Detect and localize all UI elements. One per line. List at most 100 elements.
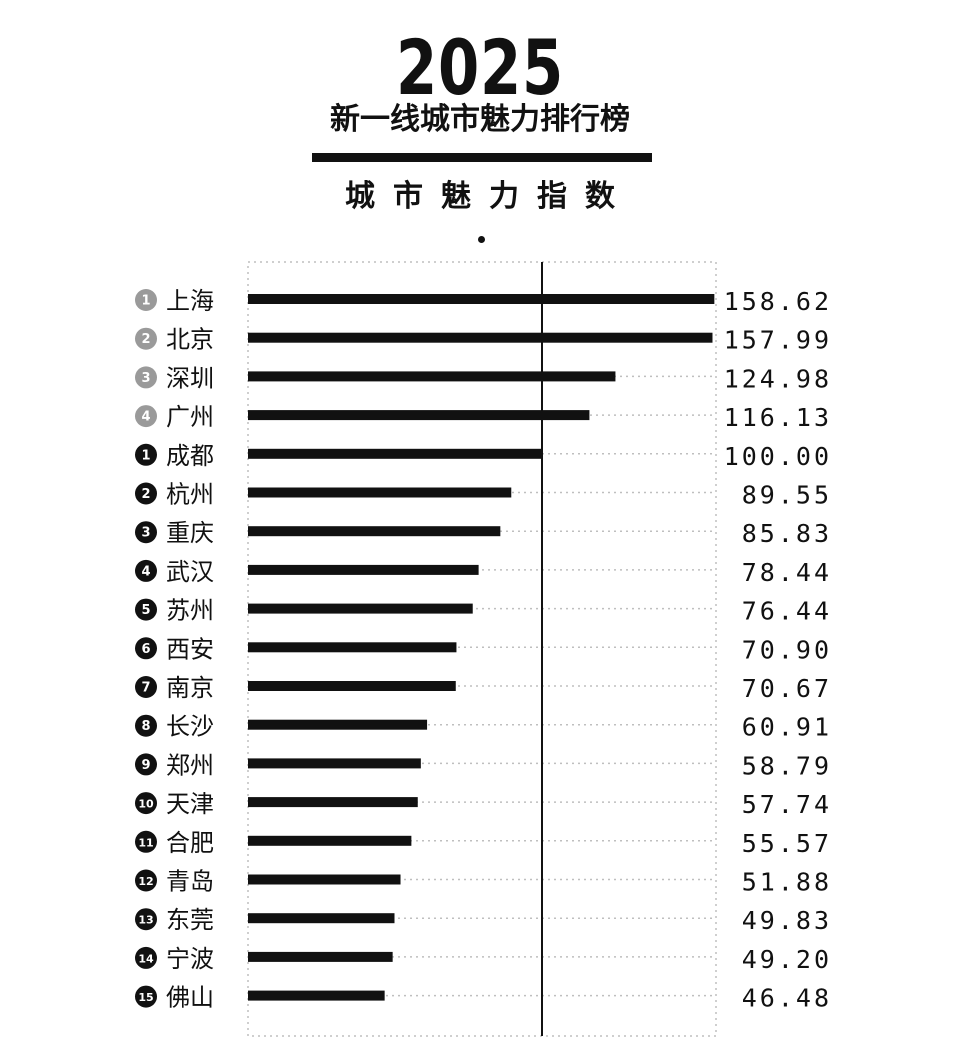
rank-badge — [135, 521, 157, 544]
rank-badge — [135, 443, 157, 466]
rank-number: 4 — [141, 564, 150, 579]
value-label: 49.20 — [742, 945, 832, 974]
rank-badge — [135, 637, 157, 660]
bar — [248, 719, 428, 730]
value-label: 55.57 — [742, 829, 832, 858]
city-label: 南京 — [166, 674, 214, 702]
city-label: 合肥 — [166, 829, 214, 857]
rank-number: 9 — [141, 758, 150, 773]
city-label: 上海 — [166, 287, 214, 315]
city-label: 武汉 — [166, 558, 214, 586]
city-label: 杭州 — [166, 481, 214, 509]
rank-number: 1 — [141, 294, 150, 309]
value-label: 58.79 — [742, 751, 832, 780]
bar — [248, 332, 713, 343]
city-label: 长沙 — [166, 713, 214, 741]
bar — [248, 448, 542, 459]
rank-number: 1 — [141, 448, 150, 463]
value-label: 100.00 — [724, 442, 832, 471]
value-label: 116.13 — [724, 403, 832, 432]
city-label: 佛山 — [166, 984, 214, 1012]
rank-number: 6 — [141, 642, 150, 657]
rank-number: 2 — [141, 487, 150, 502]
rank-badge — [135, 830, 157, 853]
rank-badge — [135, 908, 157, 931]
value-label: 57.74 — [742, 790, 832, 819]
city-label: 成都 — [166, 442, 214, 470]
city-label: 东莞 — [166, 906, 214, 934]
bar — [248, 913, 395, 924]
rank-badge — [135, 792, 157, 815]
city-label: 郑州 — [166, 751, 214, 779]
rank-badge — [135, 559, 157, 582]
rank-number: 7 — [141, 681, 150, 696]
bar — [248, 951, 393, 962]
rank-badge — [135, 753, 157, 776]
rank-number: 13 — [138, 914, 153, 927]
city-label: 青岛 — [166, 868, 214, 896]
rank-number: 11 — [138, 836, 153, 849]
value-label: 60.91 — [742, 713, 832, 742]
city-label: 重庆 — [166, 519, 214, 547]
bar — [248, 758, 421, 769]
city-label: 广州 — [166, 403, 214, 431]
rank-number: 5 — [141, 603, 150, 618]
value-label: 157.99 — [724, 326, 832, 355]
bar — [248, 990, 385, 1001]
bar — [248, 603, 473, 614]
value-label: 70.90 — [742, 635, 832, 664]
dot-marker — [478, 236, 485, 243]
rank-number: 3 — [141, 526, 150, 541]
rank-number: 15 — [138, 991, 153, 1004]
bar — [248, 874, 401, 885]
value-label: 51.88 — [742, 868, 832, 897]
bar — [248, 294, 715, 304]
chart-subtitle: 新一线城市魅力排行榜 — [330, 102, 630, 137]
value-label: 78.44 — [742, 558, 832, 587]
city-label: 深圳 — [166, 364, 214, 392]
rank-badge — [135, 598, 157, 621]
bar — [248, 371, 616, 382]
axis-title: 城市魅力指数 — [345, 179, 633, 214]
city-label: 北京 — [166, 326, 214, 354]
city-label: 宁波 — [166, 945, 214, 973]
chart-year-title: 2025 — [395, 23, 565, 112]
rank-number: 14 — [138, 952, 154, 965]
bar — [248, 487, 512, 498]
bar — [248, 642, 457, 653]
bar — [248, 564, 479, 575]
city-label: 苏州 — [166, 597, 214, 625]
city-label: 西安 — [166, 635, 214, 663]
title-divider — [312, 153, 652, 162]
rank-badge — [135, 714, 157, 737]
rank-number: 3 — [141, 371, 150, 386]
rank-badge — [135, 327, 157, 350]
value-label: 76.44 — [742, 597, 832, 626]
value-label: 158.62 — [724, 287, 832, 316]
value-label: 85.83 — [742, 519, 832, 548]
city-label: 天津 — [166, 790, 214, 818]
bar — [248, 681, 456, 691]
rank-badge — [135, 366, 157, 389]
value-label: 46.48 — [742, 984, 832, 1013]
value-label: 124.98 — [724, 364, 832, 393]
value-label: 89.55 — [742, 481, 832, 510]
rank-number: 10 — [138, 798, 154, 811]
rank-badge — [135, 946, 157, 969]
rank-number: 8 — [141, 719, 150, 734]
rank-number: 12 — [138, 875, 153, 888]
rank-badge — [135, 289, 157, 311]
rank-badge — [135, 985, 157, 1008]
plot-frame — [247, 261, 717, 1037]
rank-badge — [135, 869, 157, 892]
bar — [248, 835, 412, 846]
bar — [248, 410, 590, 421]
bar — [248, 526, 501, 537]
rank-number: 4 — [141, 410, 150, 425]
bar — [248, 797, 418, 808]
value-label: 70.67 — [742, 674, 832, 703]
rank-badge — [135, 405, 157, 428]
rank-badge — [135, 482, 157, 505]
value-label: 49.83 — [742, 906, 832, 935]
